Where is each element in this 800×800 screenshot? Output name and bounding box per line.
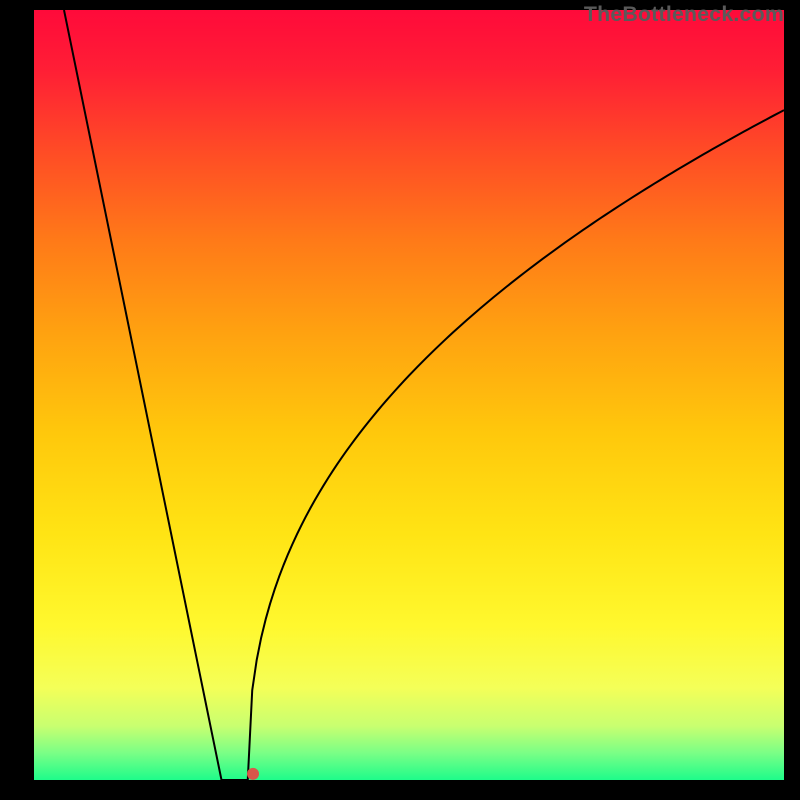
chart-background	[34, 10, 784, 780]
bottleneck-curve-chart	[34, 10, 784, 780]
optimal-point-marker	[247, 768, 259, 780]
watermark-text: TheBottleneck.com	[584, 2, 784, 27]
chart-frame: TheBottleneck.com	[0, 0, 800, 800]
